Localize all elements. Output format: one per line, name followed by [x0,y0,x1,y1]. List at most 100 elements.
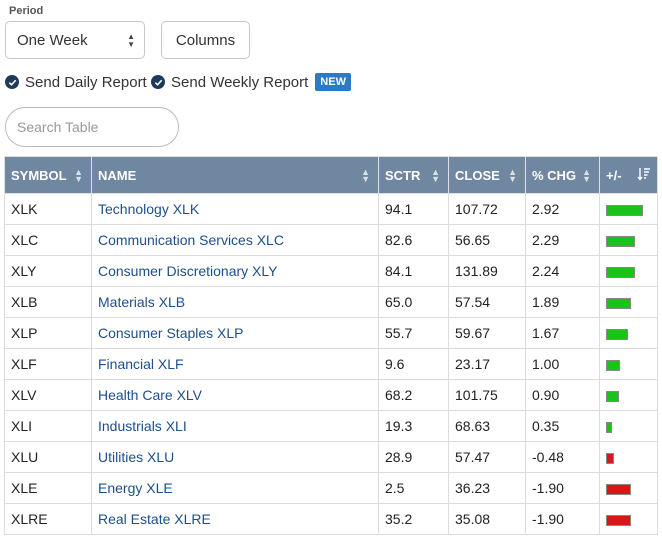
symbol-cell: XLI [4,410,92,442]
table-row[interactable]: XLB Materials XLB 65.0 57.54 1.89 [4,286,658,318]
check-circle-icon [5,75,19,89]
sctr-cell: 35.2 [378,503,449,535]
column-header-name[interactable]: NAME ▲ ▼ [91,156,379,194]
close-cell: 57.54 [448,286,526,318]
change-bar-cell [599,224,658,256]
change-bar-cell [599,348,658,380]
name-link[interactable]: Utilities XLU [91,441,379,473]
symbol-cell: XLY [4,255,92,287]
sctr-cell: 94.1 [378,193,449,225]
change-bar-cell [599,472,658,504]
table-header-row: SYMBOL ▲ ▼ NAME ▲ ▼ SCTR ▲ ▼ CLOSE ▲ ▼ % CHG ▲ ▼ +… [4,156,658,194]
sort-descending-icon [637,168,650,181]
period-select-value: One Week [17,31,88,49]
change-bar [606,204,643,216]
close-cell: 59.67 [448,317,526,349]
symbol-cell: XLU [4,441,92,473]
sctr-cell: 55.7 [378,317,449,349]
sort-icon: ▲ ▼ [582,167,591,184]
table-row[interactable]: XLI Industrials XLI 19.3 68.63 0.35 [4,410,658,442]
close-cell: 35.08 [448,503,526,535]
search-table-input[interactable] [5,107,179,147]
close-cell: 131.89 [448,255,526,287]
table-row[interactable]: XLV Health Care XLV 68.2 101.75 0.90 [4,379,658,411]
pct-chg-cell: 0.35 [525,410,600,442]
change-bar [606,390,619,402]
change-bar-cell [599,193,658,225]
name-link[interactable]: Real Estate XLRE [91,503,379,535]
change-bar-cell [599,255,658,287]
symbol-cell: XLRE [4,503,92,535]
name-link[interactable]: Technology XLK [91,193,379,225]
column-header-symbol[interactable]: SYMBOL ▲ ▼ [4,156,92,194]
pct-chg-cell: -0.48 [525,441,600,473]
column-header-sctr[interactable]: SCTR ▲ ▼ [378,156,449,194]
sort-icon: ▲ ▼ [431,167,440,184]
symbol-cell: XLB [4,286,92,318]
table-row[interactable]: XLF Financial XLF 9.6 23.17 1.00 [4,348,658,380]
sort-icon: ▲ ▼ [508,167,517,184]
pct-chg-cell: -1.90 [525,503,600,535]
sctr-cell: 68.2 [378,379,449,411]
pct-chg-cell: -1.90 [525,472,600,504]
symbol-cell: XLP [4,317,92,349]
period-select[interactable]: One Week ▲ ▼ [5,21,145,59]
pct-chg-cell: 1.00 [525,348,600,380]
send-weekly-report-label: Send Weekly Report [171,73,309,91]
up-down-arrows-icon: ▲ ▼ [127,32,135,49]
change-bar [606,452,614,464]
close-cell: 56.65 [448,224,526,256]
pct-chg-cell: 1.89 [525,286,600,318]
change-bar [606,328,628,340]
symbol-cell: XLK [4,193,92,225]
close-cell: 101.75 [448,379,526,411]
change-bar [606,514,631,526]
name-link[interactable]: Consumer Staples XLP [91,317,379,349]
change-bar-cell [599,379,658,411]
sctr-cell: 9.6 [378,348,449,380]
symbol-cell: XLE [4,472,92,504]
name-link[interactable]: Industrials XLI [91,410,379,442]
send-weekly-report-toggle[interactable]: Send Weekly Report NEW [151,72,351,92]
table-row[interactable]: XLK Technology XLK 94.1 107.72 2.92 [4,193,658,225]
name-link[interactable]: Health Care XLV [91,379,379,411]
column-header-plus-minus[interactable]: +/- [599,156,658,194]
sctr-cell: 19.3 [378,410,449,442]
sort-icon: ▲ ▼ [74,167,83,184]
check-circle-icon [151,75,165,89]
name-link[interactable]: Materials XLB [91,286,379,318]
send-daily-report-toggle[interactable]: Send Daily Report [5,72,147,92]
name-link[interactable]: Financial XLF [91,348,379,380]
table-row[interactable]: XLC Communication Services XLC 82.6 56.65 2.… [4,224,658,256]
table-row[interactable]: XLP Consumer Staples XLP 55.7 59.67 1.67 [4,317,658,349]
table-row[interactable]: XLRE Real Estate XLRE 35.2 35.08 -1.90 [4,503,658,535]
sort-icon: ▲ ▼ [361,167,370,184]
change-bar [606,235,635,247]
change-bar-cell [599,410,658,442]
close-cell: 36.23 [448,472,526,504]
name-link[interactable]: Energy XLE [91,472,379,504]
send-daily-report-label: Send Daily Report [25,73,147,91]
pct-chg-cell: 2.92 [525,193,600,225]
column-header-close[interactable]: CLOSE ▲ ▼ [448,156,526,194]
column-header-pct-chg[interactable]: % CHG ▲ ▼ [525,156,600,194]
table-row[interactable]: XLY Consumer Discretionary XLY 84.1 131.89 2… [4,255,658,287]
close-cell: 23.17 [448,348,526,380]
pct-chg-cell: 2.24 [525,255,600,287]
sctr-cell: 2.5 [378,472,449,504]
sctr-cell: 28.9 [378,441,449,473]
name-link[interactable]: Communication Services XLC [91,224,379,256]
pct-chg-cell: 1.67 [525,317,600,349]
new-badge: NEW [315,73,351,91]
table-row[interactable]: XLE Energy XLE 2.5 36.23 -1.90 [4,472,658,504]
name-link[interactable]: Consumer Discretionary XLY [91,255,379,287]
symbol-cell: XLV [4,379,92,411]
pct-chg-cell: 0.90 [525,379,600,411]
symbol-cell: XLF [4,348,92,380]
close-cell: 57.47 [448,441,526,473]
sctr-cell: 82.6 [378,224,449,256]
change-bar [606,421,612,433]
table-row[interactable]: XLU Utilities XLU 28.9 57.47 -0.48 [4,441,658,473]
change-bar [606,483,631,495]
columns-button[interactable]: Columns [161,21,250,59]
